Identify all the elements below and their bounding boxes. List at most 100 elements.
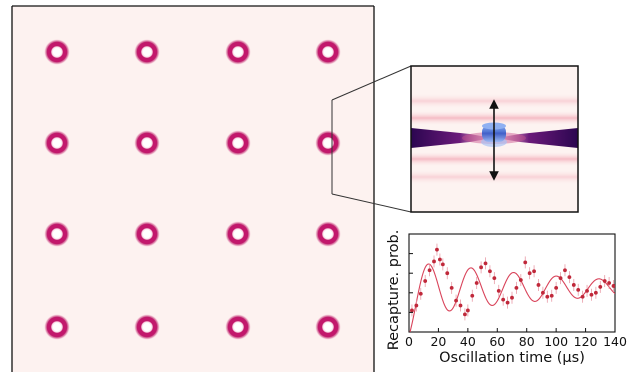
data-point <box>463 312 467 317</box>
trap-ring <box>227 316 249 338</box>
data-point <box>414 303 419 308</box>
zoom-line-bottom <box>331 193 412 213</box>
trap-lattice-panel <box>11 5 375 372</box>
data-point <box>576 287 581 292</box>
data-point <box>585 288 589 293</box>
data-point <box>492 276 497 280</box>
data-point <box>554 286 559 290</box>
data-point <box>474 281 479 285</box>
trap-ring <box>46 223 68 245</box>
data-point <box>589 292 594 297</box>
data-point <box>523 260 528 265</box>
zoom-inset <box>410 65 579 213</box>
data-point <box>423 279 428 283</box>
trap-ring-center <box>233 47 243 57</box>
trap-ring-center <box>233 229 243 239</box>
trap-ring-center <box>233 322 243 332</box>
beam-left <box>411 128 492 148</box>
trap-ring <box>136 223 158 245</box>
data-point <box>435 247 439 252</box>
inset-border <box>410 65 579 213</box>
trap-ring <box>227 132 249 154</box>
x-axis-title: Oscillation time (μs) <box>439 350 585 366</box>
fit-curve <box>409 263 615 332</box>
lattice-rings <box>44 39 341 340</box>
data-point <box>470 293 475 298</box>
data-point <box>602 279 607 283</box>
data-point <box>532 269 536 274</box>
data-point <box>505 300 510 305</box>
data-point <box>427 268 432 273</box>
beam-right <box>496 128 578 148</box>
x-tick-label: 0 <box>405 334 413 349</box>
data-point <box>438 257 442 262</box>
data-point <box>418 291 423 296</box>
ticks-layer: 0 20 40 60 80 100 120 140 <box>405 253 627 349</box>
plot-frame <box>408 233 616 333</box>
trap-ring-center <box>142 229 152 239</box>
data-point <box>545 294 550 299</box>
trap-ring <box>317 316 339 338</box>
trap-ring <box>227 41 249 63</box>
trap-ring-center <box>323 47 333 57</box>
data-point <box>465 308 470 313</box>
trap-ring-center <box>52 47 62 57</box>
data-point <box>458 303 463 308</box>
data-point <box>488 269 492 274</box>
data-point <box>549 293 554 298</box>
data-point <box>611 284 615 288</box>
fit-layer <box>409 263 615 332</box>
data-points-layer <box>410 243 615 321</box>
trap-ring-center <box>323 229 333 239</box>
zoom-connector <box>331 65 412 213</box>
data-point <box>536 283 541 287</box>
trap-ring <box>317 223 339 245</box>
data-point <box>518 278 523 282</box>
trap-ring-center <box>323 138 333 148</box>
data-point <box>483 261 488 266</box>
data-point <box>410 308 414 313</box>
trap-ring-center <box>52 229 62 239</box>
x-tick-label: 80 <box>519 334 535 349</box>
trap-ring <box>46 41 68 63</box>
y-axis-title: Recapture. prob. <box>386 230 402 351</box>
trap-ring-center <box>52 138 62 148</box>
data-point <box>567 275 572 280</box>
x-tick-label: 60 <box>489 334 505 349</box>
data-point <box>440 262 445 267</box>
data-point <box>527 271 532 276</box>
x-tick-label: 120 <box>574 334 598 349</box>
zoom-line-top <box>331 65 412 101</box>
trap-ring-center <box>233 138 243 148</box>
data-point <box>479 265 483 270</box>
trap-ring-center <box>52 322 62 332</box>
recapture-plot: 0 20 40 60 80 100 120 140 Oscillation time (μs)… <box>386 230 627 366</box>
trap-ring <box>227 223 249 245</box>
x-tick-label: 140 <box>603 334 627 349</box>
trap-ring-center <box>142 47 152 57</box>
data-point <box>514 286 519 290</box>
lattice-background <box>12 6 374 372</box>
data-point <box>593 290 598 295</box>
trap-ring <box>46 316 68 338</box>
data-point <box>496 288 501 293</box>
data-point <box>598 285 603 289</box>
data-point <box>432 259 436 264</box>
trap-ring-center <box>323 322 333 332</box>
data-point <box>454 298 458 303</box>
trap-ring <box>317 41 339 63</box>
x-tick-label: 100 <box>544 334 568 349</box>
trap-ring <box>136 316 158 338</box>
trap-ring-center <box>142 138 152 148</box>
data-point <box>449 286 454 290</box>
trap-ring-center <box>142 322 152 332</box>
data-point <box>607 281 612 285</box>
data-point <box>501 297 506 302</box>
x-tick-label: 40 <box>460 334 476 349</box>
trap-ring <box>136 41 158 63</box>
trap-ring <box>317 132 339 154</box>
trap-ring <box>46 132 68 154</box>
data-point <box>510 295 514 300</box>
data-point <box>571 283 576 287</box>
